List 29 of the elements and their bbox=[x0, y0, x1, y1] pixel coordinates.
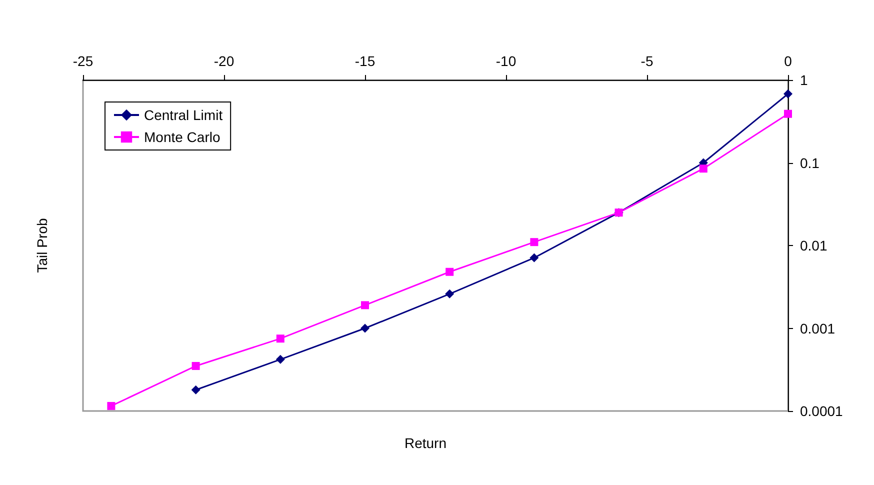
point bbox=[530, 238, 538, 246]
point bbox=[191, 385, 200, 394]
point bbox=[276, 354, 285, 364]
point bbox=[446, 268, 454, 276]
legend-label: Monte Carlo bbox=[144, 129, 220, 145]
y-tick-label: 0.1 bbox=[800, 154, 820, 171]
point bbox=[276, 334, 284, 343]
y-axis-title: Tail Prob bbox=[34, 218, 50, 273]
y-tick-label: 1 bbox=[800, 72, 808, 88]
y-tick-label: 0.01 bbox=[800, 238, 828, 254]
y-tick-label: 0.001 bbox=[800, 320, 836, 336]
point bbox=[530, 253, 539, 262]
x-tick-label: -10 bbox=[496, 53, 516, 69]
x-tick-label: -5 bbox=[640, 53, 654, 69]
point bbox=[784, 89, 792, 98]
x-tick-label: -25 bbox=[72, 53, 94, 69]
y-tick-label: 0.0001 bbox=[800, 403, 844, 419]
x-tick-label: 0 bbox=[784, 53, 792, 69]
x-tick-label: -20 bbox=[214, 53, 234, 69]
point bbox=[360, 324, 370, 333]
legend-label: Central Limit bbox=[144, 107, 223, 123]
point bbox=[699, 164, 708, 173]
x-axis-title: Return bbox=[404, 435, 447, 451]
point bbox=[445, 289, 454, 298]
point bbox=[192, 362, 200, 370]
point bbox=[107, 402, 116, 410]
point bbox=[361, 301, 369, 310]
point bbox=[784, 110, 792, 118]
x-tick-label: -15 bbox=[354, 53, 376, 69]
